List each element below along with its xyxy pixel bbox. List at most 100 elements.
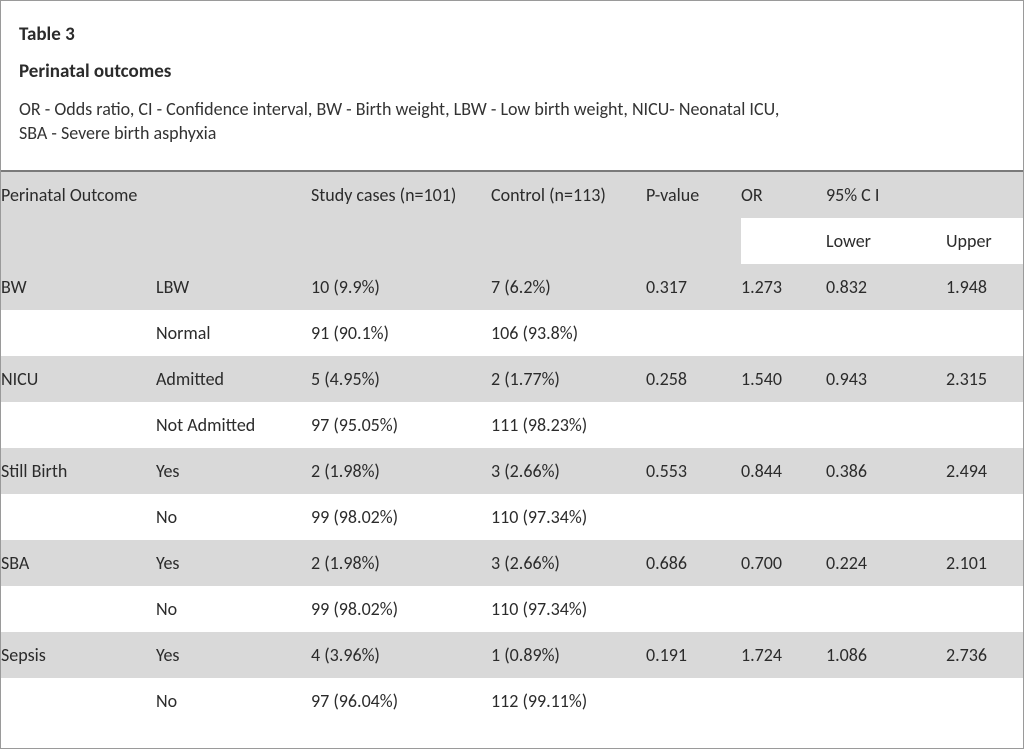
cell-group bbox=[1, 494, 156, 540]
cell-control: 1 (0.89%) bbox=[491, 632, 646, 678]
abbreviations: OR - Odds ratio, CI - Confidence interva… bbox=[19, 97, 1005, 146]
cell-study: 99 (98.02%) bbox=[311, 586, 491, 632]
cell-pvalue bbox=[646, 402, 741, 448]
table-row: SBAYes2 (1.98%)3 (2.66%)0.6860.7000.2242… bbox=[1, 540, 1023, 586]
table-row: SepsisYes4 (3.96%)1 (0.89%)0.1911.7241.0… bbox=[1, 632, 1023, 678]
cell-study: 4 (3.96%) bbox=[311, 632, 491, 678]
cell-study: 5 (4.95%) bbox=[311, 356, 491, 402]
table-number: Table 3 bbox=[19, 23, 1005, 46]
cell-control: 2 (1.77%) bbox=[491, 356, 646, 402]
col-ci-lower: Lower bbox=[826, 218, 946, 264]
cell-group: Still Birth bbox=[1, 448, 156, 494]
cell-or: 1.273 bbox=[741, 264, 826, 310]
cell-study: 97 (95.05%) bbox=[311, 402, 491, 448]
table-figure: Table 3 Perinatal outcomes OR - Odds rat… bbox=[0, 0, 1024, 749]
cell-or: 1.724 bbox=[741, 632, 826, 678]
cell-ci-lower: 1.086 bbox=[826, 632, 946, 678]
cell-category: No bbox=[156, 678, 311, 724]
cell-ci-upper bbox=[946, 586, 1023, 632]
table-row: BWLBW10 (9.9%)7 (6.2%)0.3171.2730.8321.9… bbox=[1, 264, 1023, 310]
col-or: OR bbox=[741, 172, 826, 218]
cell-pvalue: 0.553 bbox=[646, 448, 741, 494]
cell-study: 97 (96.04%) bbox=[311, 678, 491, 724]
cell-group bbox=[1, 402, 156, 448]
col-ci: 95% C I bbox=[826, 172, 946, 218]
table-row: Normal91 (90.1%)106 (93.8%) bbox=[1, 310, 1023, 356]
cell-ci-upper bbox=[946, 678, 1023, 724]
cell-control: 106 (93.8%) bbox=[491, 310, 646, 356]
cell-pvalue bbox=[646, 678, 741, 724]
cell-group bbox=[1, 678, 156, 724]
cell-or: 0.844 bbox=[741, 448, 826, 494]
data-table: Perinatal Outcome Study cases (n=101) Co… bbox=[1, 172, 1023, 724]
cell-group: NICU bbox=[1, 356, 156, 402]
cell-category: Admitted bbox=[156, 356, 311, 402]
col-outcome: Perinatal Outcome bbox=[1, 172, 311, 218]
cell-group bbox=[1, 310, 156, 356]
cell-or: 0.700 bbox=[741, 540, 826, 586]
cell-or bbox=[741, 494, 826, 540]
cell-ci-upper: 2.736 bbox=[946, 632, 1023, 678]
col-ci-upper: Upper bbox=[946, 218, 1023, 264]
cell-control: 112 (99.11%) bbox=[491, 678, 646, 724]
col-pvalue: P-value bbox=[646, 172, 741, 218]
cell-group: BW bbox=[1, 264, 156, 310]
cell-or: 1.540 bbox=[741, 356, 826, 402]
cell-ci-upper: 2.101 bbox=[946, 540, 1023, 586]
cell-ci-lower bbox=[826, 586, 946, 632]
cell-category: Yes bbox=[156, 448, 311, 494]
cell-group: Sepsis bbox=[1, 632, 156, 678]
cell-study: 91 (90.1%) bbox=[311, 310, 491, 356]
table-header-row: Perinatal Outcome Study cases (n=101) Co… bbox=[1, 172, 1023, 218]
cell-category: Normal bbox=[156, 310, 311, 356]
cell-control: 111 (98.23%) bbox=[491, 402, 646, 448]
cell-pvalue: 0.258 bbox=[646, 356, 741, 402]
cell-ci-lower bbox=[826, 402, 946, 448]
cell-pvalue bbox=[646, 494, 741, 540]
cell-or bbox=[741, 678, 826, 724]
cell-control: 3 (2.66%) bbox=[491, 448, 646, 494]
cell-study: 2 (1.98%) bbox=[311, 540, 491, 586]
cell-pvalue bbox=[646, 586, 741, 632]
cell-category: Yes bbox=[156, 632, 311, 678]
cell-study: 10 (9.9%) bbox=[311, 264, 491, 310]
table-body: BWLBW10 (9.9%)7 (6.2%)0.3171.2730.8321.9… bbox=[1, 264, 1023, 724]
cell-study: 99 (98.02%) bbox=[311, 494, 491, 540]
cell-control: 3 (2.66%) bbox=[491, 540, 646, 586]
cell-ci-lower: 0.832 bbox=[826, 264, 946, 310]
cell-ci-upper bbox=[946, 310, 1023, 356]
table-row: Not Admitted97 (95.05%)111 (98.23%) bbox=[1, 402, 1023, 448]
cell-category: Not Admitted bbox=[156, 402, 311, 448]
cell-group bbox=[1, 586, 156, 632]
table-row: No99 (98.02%)110 (97.34%) bbox=[1, 586, 1023, 632]
cell-control: 110 (97.34%) bbox=[491, 586, 646, 632]
cell-pvalue bbox=[646, 310, 741, 356]
cell-category: No bbox=[156, 586, 311, 632]
cell-ci-upper: 2.315 bbox=[946, 356, 1023, 402]
cell-category: Yes bbox=[156, 540, 311, 586]
cell-ci-lower: 0.943 bbox=[826, 356, 946, 402]
cell-or bbox=[741, 402, 826, 448]
cell-ci-lower bbox=[826, 310, 946, 356]
cell-ci-upper: 1.948 bbox=[946, 264, 1023, 310]
table-row: Still BirthYes2 (1.98%)3 (2.66%)0.5530.8… bbox=[1, 448, 1023, 494]
cell-group: SBA bbox=[1, 540, 156, 586]
cell-ci-lower: 0.224 bbox=[826, 540, 946, 586]
table-row: No99 (98.02%)110 (97.34%) bbox=[1, 494, 1023, 540]
cell-ci-lower bbox=[826, 494, 946, 540]
cell-ci-upper: 2.494 bbox=[946, 448, 1023, 494]
table-subheader-row: Lower Upper bbox=[1, 218, 1023, 264]
table-row: NICUAdmitted5 (4.95%)2 (1.77%)0.2581.540… bbox=[1, 356, 1023, 402]
cell-ci-upper bbox=[946, 402, 1023, 448]
col-blank bbox=[946, 172, 1023, 218]
col-control: Control (n=113) bbox=[491, 172, 646, 218]
table-caption-block: Table 3 Perinatal outcomes OR - Odds rat… bbox=[1, 1, 1023, 156]
cell-category: LBW bbox=[156, 264, 311, 310]
table-title: Perinatal outcomes bbox=[19, 60, 1005, 83]
cell-pvalue: 0.191 bbox=[646, 632, 741, 678]
cell-control: 7 (6.2%) bbox=[491, 264, 646, 310]
cell-or bbox=[741, 310, 826, 356]
cell-ci-lower bbox=[826, 678, 946, 724]
cell-ci-upper bbox=[946, 494, 1023, 540]
cell-control: 110 (97.34%) bbox=[491, 494, 646, 540]
